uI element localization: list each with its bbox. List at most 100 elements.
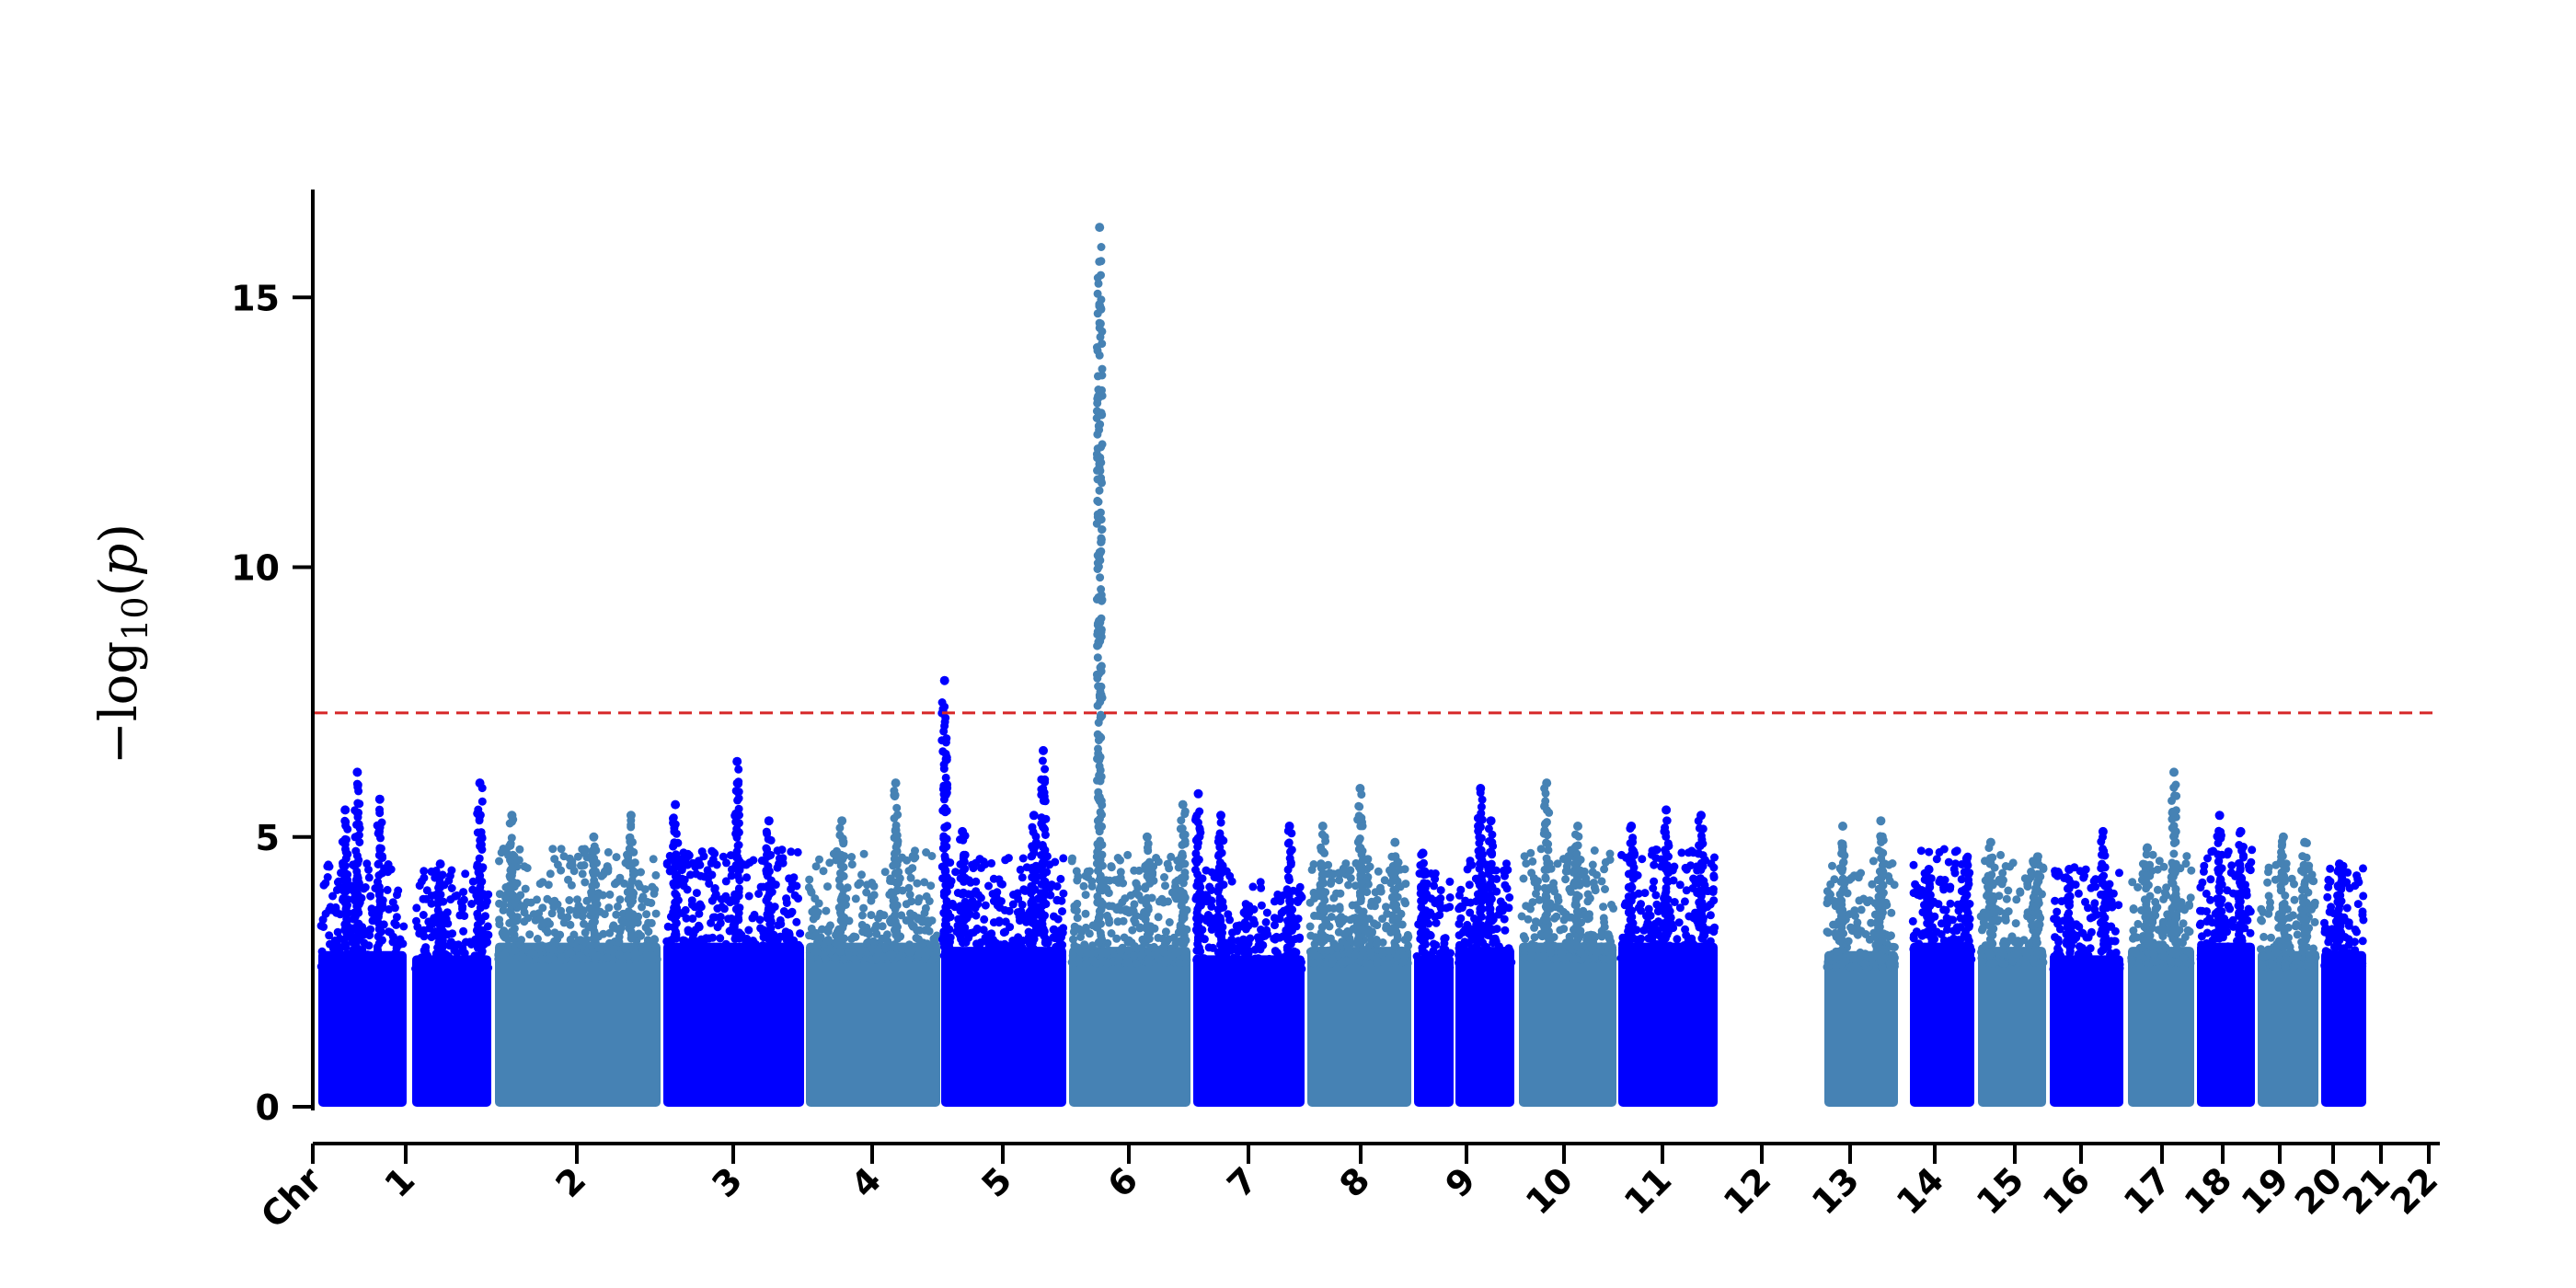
peak-point	[1217, 848, 1226, 857]
snp-point	[1332, 943, 1341, 952]
snp-point	[535, 880, 545, 889]
peak-point	[433, 905, 443, 914]
snp-point	[1859, 894, 1869, 903]
peak-point	[1178, 849, 1187, 858]
snp-point	[903, 856, 912, 865]
peak-point	[1474, 827, 1483, 835]
snp-point	[1426, 931, 1435, 940]
peak-point	[1417, 896, 1426, 905]
snp-point	[984, 881, 993, 891]
snp-point	[331, 905, 340, 914]
peak-point	[1094, 682, 1103, 691]
snp-point	[695, 921, 703, 930]
peak-point	[507, 871, 516, 880]
snp-point	[782, 899, 791, 907]
snp-point	[662, 860, 672, 869]
snp-point	[1107, 862, 1116, 871]
peak-point	[893, 811, 903, 820]
snp-point	[1443, 966, 1453, 975]
snp-point	[880, 868, 890, 877]
snp-point	[1226, 937, 1236, 947]
snp-point	[867, 911, 876, 920]
snp-point	[1116, 856, 1124, 865]
snp-point	[565, 905, 574, 914]
peak-top-point	[1317, 822, 1328, 831]
snp-point	[446, 937, 455, 947]
snp-point	[1524, 914, 1533, 924]
snp-point	[591, 953, 600, 962]
snp-point	[1643, 918, 1652, 927]
snp-point	[396, 935, 405, 944]
snp-point	[1160, 940, 1169, 949]
snp-point	[925, 926, 934, 936]
snp-point	[640, 885, 650, 894]
snp-point	[1680, 897, 1689, 906]
snp-point	[399, 922, 408, 931]
snp-point	[831, 954, 840, 963]
snp-point	[796, 929, 805, 938]
snp-point	[1677, 955, 1686, 964]
snp-point	[723, 943, 731, 952]
snp-point	[604, 847, 613, 857]
snp-point	[785, 928, 794, 937]
peak-point	[1191, 849, 1201, 858]
snp-point	[650, 889, 659, 898]
snp-point	[857, 911, 867, 920]
snp-point	[392, 913, 401, 922]
snp-point	[776, 932, 785, 941]
snp-point	[1075, 955, 1083, 964]
snp-point	[857, 920, 867, 929]
snp-point	[664, 945, 673, 954]
snp-point	[459, 926, 468, 936]
snp-point	[1604, 930, 1613, 939]
snp-point	[1080, 940, 1089, 949]
snp-point	[427, 899, 436, 908]
snp-point	[495, 890, 504, 899]
snp-point	[1123, 850, 1133, 859]
peak-point	[627, 821, 636, 830]
snp-point	[1112, 905, 1121, 914]
chromosome-13-points	[1616, 805, 1719, 1107]
snp-point	[500, 901, 509, 909]
snp-point	[1305, 922, 1315, 931]
snp-point	[1505, 893, 1514, 902]
snp-point	[1681, 925, 1690, 934]
snp-point	[1351, 950, 1360, 960]
snp-point	[1248, 915, 1258, 925]
snp-point	[1438, 955, 1447, 963]
snp-point	[1436, 886, 1445, 895]
peak-point	[735, 903, 744, 913]
snp-point	[344, 955, 352, 964]
snp-point	[1589, 937, 1598, 947]
snp-point	[388, 898, 397, 907]
snp-point	[1128, 926, 1137, 935]
snp-point	[1366, 902, 1375, 910]
snp-point	[1445, 877, 1455, 886]
snp-point	[1374, 958, 1383, 966]
peak-point	[1544, 840, 1553, 848]
peak-point	[671, 889, 680, 898]
snp-point	[1597, 877, 1606, 886]
peak-point	[1178, 824, 1187, 833]
snp-point	[1400, 936, 1409, 944]
snp-point	[550, 896, 559, 905]
peak-point	[1416, 861, 1425, 869]
snp-point	[453, 949, 462, 958]
peak-point	[1176, 886, 1185, 895]
snp-point	[385, 904, 394, 914]
snp-point	[906, 909, 914, 918]
peak-point	[734, 788, 743, 797]
snp-point	[483, 965, 492, 974]
snp-point	[1561, 875, 1570, 884]
snp-point	[604, 867, 613, 876]
snp-point	[553, 932, 562, 941]
snp-point	[911, 846, 919, 856]
peak-point	[588, 868, 597, 877]
snp-point	[1305, 898, 1315, 907]
snp-point	[1522, 902, 1531, 911]
peak-point	[625, 845, 634, 853]
snp-point	[1294, 934, 1304, 943]
snp-point	[483, 922, 492, 931]
snp-point	[1634, 903, 1643, 913]
snp-point	[1546, 949, 1555, 957]
